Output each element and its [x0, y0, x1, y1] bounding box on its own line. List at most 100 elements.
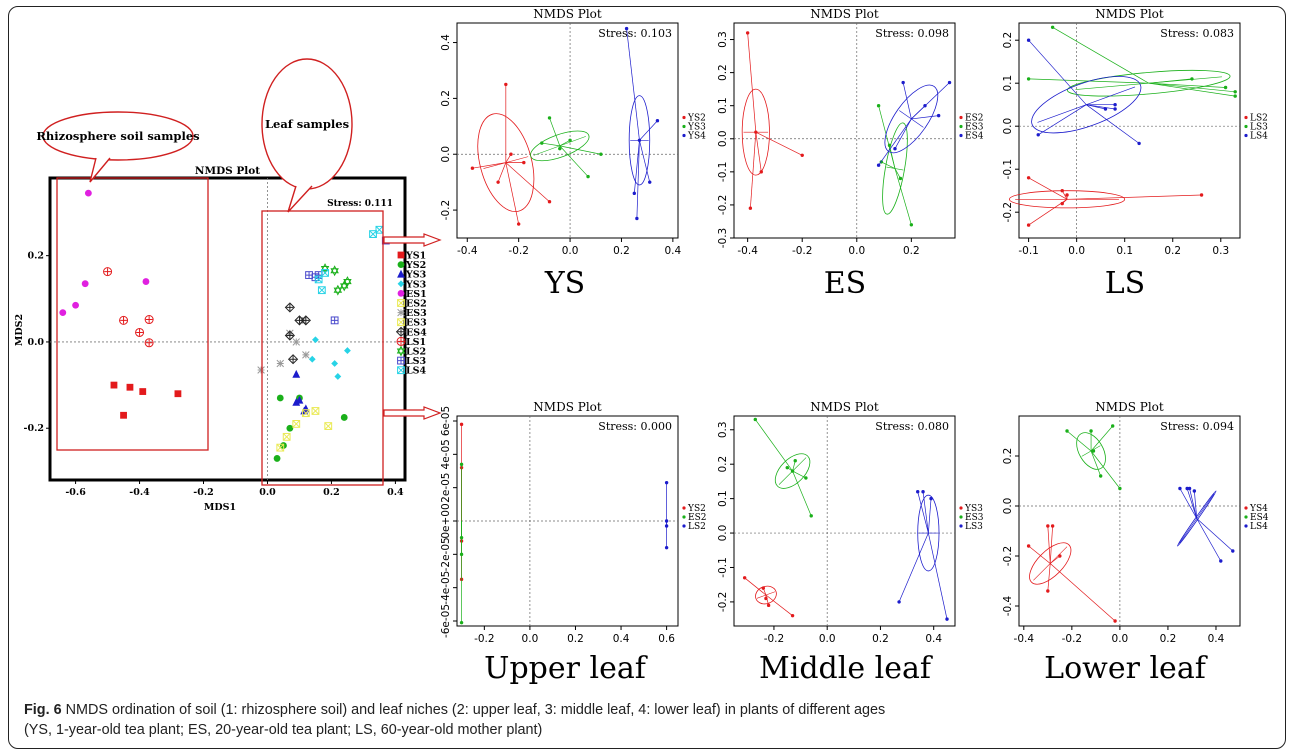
series-es2 [741, 31, 804, 210]
spider-line [928, 532, 948, 620]
figure-frame [8, 6, 1286, 749]
xtick-label: 0.4 [613, 633, 630, 645]
marker-part [286, 332, 294, 339]
data-point [1185, 486, 1189, 491]
xtick-label: -0.4 [737, 245, 758, 257]
data-point [459, 620, 464, 625]
ellipse [774, 453, 811, 489]
legend-dot [959, 133, 963, 138]
marker-part [397, 338, 405, 345]
data-point [893, 146, 897, 151]
spider-line [1028, 177, 1068, 200]
ellipse [1031, 76, 1142, 134]
panel-ls: NMDS Plot Stress: 0.083 -0.1 0.0 0.1 0.2 0.3 -0… [1002, 7, 1268, 301]
series-es2 [459, 462, 464, 625]
spider-line [1090, 450, 1121, 489]
data-point [1118, 486, 1122, 491]
marker-part [324, 422, 332, 430]
marker-part [395, 326, 407, 337]
data-point [1233, 90, 1237, 94]
point-marker [84, 189, 92, 197]
spider-line [1196, 518, 1234, 552]
series-ys4 [624, 26, 660, 221]
ellipse [741, 88, 770, 176]
data-point [459, 462, 464, 467]
spider-line [755, 419, 793, 472]
point-marker [397, 299, 405, 307]
marker-part [284, 302, 295, 313]
xtick-label: -0.2 [1062, 633, 1083, 645]
point-marker [324, 422, 333, 430]
panel-frame [1018, 22, 1241, 239]
spider-line [1047, 563, 1051, 592]
data-point [547, 116, 552, 120]
point-marker [142, 278, 150, 285]
series-es4 [876, 80, 952, 167]
data-point [522, 160, 526, 165]
point-marker [308, 355, 316, 363]
ytick-label: -0.2 [1002, 546, 1014, 567]
legend-dot [959, 515, 963, 519]
ytick-label: 0.0 [717, 525, 729, 542]
panel-title: NMDS Plot [533, 7, 602, 21]
marker-part [276, 443, 285, 452]
panel-frame [733, 22, 956, 239]
panel-title: NMDS Plot [533, 400, 602, 414]
point-marker [397, 251, 405, 259]
ytick-label: 0.2 [717, 64, 729, 81]
ytick-label: -0.1 [717, 557, 729, 578]
spider-line [1194, 490, 1198, 519]
main-xtick-label: 0.0 [259, 487, 276, 498]
data-point [748, 206, 753, 210]
panel-stress: Stress: 0.083 [1160, 27, 1234, 40]
legend-dot [682, 115, 686, 120]
caption-fig-label: Fig. 6 [24, 702, 62, 718]
data-point [923, 103, 927, 108]
main-legend-entry: LS2 [406, 347, 426, 358]
legend-dot [1244, 515, 1248, 519]
spider-line [497, 162, 507, 183]
ytick-label: 0.2 [1002, 32, 1014, 49]
main-plot-title: NMDS Plot [195, 165, 260, 177]
marker-part [144, 315, 154, 325]
point-marker [103, 267, 113, 277]
panel-title: NMDS Plot [1095, 7, 1164, 21]
spider-line [792, 470, 812, 516]
point-marker [72, 301, 79, 309]
point-marker [395, 326, 407, 337]
panel-stress: Stress: 0.094 [1160, 420, 1234, 433]
panel-stress: Stress: 0.103 [598, 27, 672, 40]
panel-es: NMDS Plot Stress: 0.098 -0.4 -0.2 0.0 0.2 -0.3… [717, 7, 984, 301]
spider-line [750, 132, 757, 209]
data-point [1219, 559, 1223, 563]
main-ylabel: MDS2 [14, 314, 25, 346]
data-point [1190, 77, 1194, 81]
point-marker [396, 345, 406, 357]
main-legend-entry: LS1 [406, 337, 426, 348]
data-point [887, 143, 892, 148]
point-marker [284, 302, 295, 313]
ytick-label: 0.4 [440, 34, 452, 51]
data-point [754, 130, 758, 134]
marker-part [103, 267, 113, 277]
panel-caption: YS [544, 266, 585, 301]
point-marker [276, 359, 285, 368]
marker-part [397, 318, 405, 326]
point-marker [292, 338, 301, 346]
legend-label: LS2 [688, 522, 706, 532]
panel-frame [733, 415, 956, 627]
data-point [1178, 486, 1182, 491]
spider-line [889, 145, 896, 169]
data-point [901, 80, 905, 85]
panel-lower-leaf: NMDS Plot Stress: 0.094 -0.4 -0.2 0.0 0.2 0.4 -… [1002, 400, 1269, 686]
data-point [1098, 474, 1103, 478]
marker-part [145, 316, 153, 323]
panel-upper-leaf: NMDS Plot Stress: 0.000 -0.2 0.0 0.2 0.4 0.6 -6… [440, 400, 706, 686]
point-marker [317, 286, 326, 295]
data-point [876, 103, 881, 108]
point-marker [174, 390, 182, 398]
marker-part [369, 230, 377, 238]
series-ls3 [897, 490, 949, 621]
marker-part [397, 366, 405, 375]
xtick-label: 0.0 [522, 633, 539, 645]
